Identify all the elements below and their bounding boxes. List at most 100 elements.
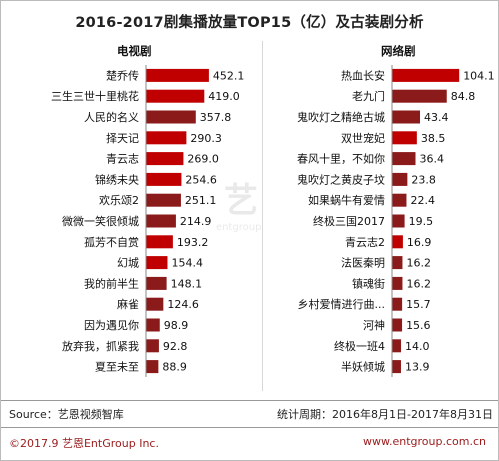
web-panel-title: 网络剧 bbox=[381, 44, 416, 58]
value-label: 36.4 bbox=[419, 153, 444, 166]
footer-source: Source：艺恩视频智库 bbox=[9, 408, 124, 421]
bar bbox=[392, 360, 401, 374]
category-label: 夏至未至 bbox=[95, 361, 139, 374]
category-label: 青云志2 bbox=[345, 236, 385, 249]
bar bbox=[392, 131, 417, 145]
bar bbox=[392, 110, 421, 124]
value-label: 452.1 bbox=[213, 69, 245, 82]
value-label: 269.0 bbox=[187, 153, 219, 166]
watermark-logo: 艺 entgroup bbox=[206, 176, 296, 240]
category-label: 鬼吹灯之精绝古城 bbox=[297, 110, 385, 124]
bar bbox=[392, 235, 403, 249]
bar bbox=[392, 89, 447, 103]
category-label: 青云志 bbox=[106, 153, 139, 166]
value-label: 104.1 bbox=[463, 69, 495, 82]
category-label: 因为遇见你 bbox=[84, 319, 139, 332]
value-label: 92.8 bbox=[163, 340, 188, 353]
category-label: 人民的名义 bbox=[84, 110, 139, 124]
category-label: 双世宠妃 bbox=[341, 131, 385, 145]
category-label: 锦绣未央 bbox=[95, 172, 139, 186]
bar bbox=[146, 89, 205, 103]
category-label: 欢乐颂2 bbox=[99, 193, 139, 207]
value-label: 22.4 bbox=[410, 194, 435, 207]
category-label: 鬼吹灯之黄皮子坟 bbox=[297, 172, 385, 186]
chart-title: 2016-2017剧集播放量TOP15（亿）及古装剧分析 bbox=[75, 15, 424, 31]
value-label: 38.5 bbox=[421, 132, 446, 145]
value-label: 16.2 bbox=[406, 257, 431, 270]
bar bbox=[146, 297, 164, 311]
value-label: 290.3 bbox=[190, 132, 222, 145]
footer-copyright: ©2017.9 艺恩EntGroup Inc. bbox=[9, 437, 159, 450]
bar bbox=[392, 172, 408, 186]
bar bbox=[146, 276, 167, 290]
category-label: 放弃我，抓紧我 bbox=[62, 339, 139, 353]
bar bbox=[146, 235, 173, 249]
value-label: 148.1 bbox=[171, 277, 203, 290]
category-label: 河神 bbox=[363, 318, 385, 332]
value-label: 14.0 bbox=[405, 340, 430, 353]
value-label: 154.4 bbox=[171, 257, 203, 270]
bar bbox=[146, 172, 182, 186]
category-label: 终极一班4 bbox=[334, 339, 385, 353]
footer-website[interactable]: www.entgroup.com.cn bbox=[363, 435, 486, 448]
category-label: 终极三国2017 bbox=[313, 214, 385, 228]
value-label: 419.0 bbox=[208, 90, 240, 103]
value-label: 251.1 bbox=[185, 194, 217, 207]
category-label: 老九门 bbox=[352, 89, 385, 103]
category-label: 三生三世十里桃花 bbox=[51, 89, 139, 103]
bar bbox=[146, 131, 187, 145]
bar bbox=[392, 256, 403, 270]
category-label: 微微一笑很倾城 bbox=[62, 214, 139, 228]
footer-period: 统计周期：2016年8月1日-2017年8月31日 bbox=[277, 408, 493, 421]
tv-bar-chart: 楚乔传 452.1 三生三世十里桃花 419.0 人民的名义 357.8 择天记 290.3 青… bbox=[51, 65, 245, 377]
value-label: 214.9 bbox=[180, 215, 212, 228]
bar bbox=[146, 318, 160, 332]
watermark-glyph: 艺 bbox=[224, 181, 258, 221]
bar bbox=[146, 110, 196, 124]
bar bbox=[392, 297, 403, 311]
bar bbox=[392, 68, 460, 82]
value-label: 19.5 bbox=[409, 215, 434, 228]
category-label: 择天记 bbox=[106, 131, 139, 145]
bar bbox=[392, 318, 403, 332]
bar bbox=[392, 339, 402, 353]
category-label: 镇魂街 bbox=[352, 276, 385, 290]
value-label: 254.6 bbox=[185, 173, 217, 186]
category-label: 热血长安 bbox=[341, 68, 385, 82]
category-label: 我的前半生 bbox=[84, 276, 139, 290]
value-label: 23.8 bbox=[411, 173, 436, 186]
bar bbox=[392, 152, 416, 166]
bar bbox=[146, 214, 176, 228]
watermark-text: entgroup bbox=[216, 222, 261, 233]
bar bbox=[392, 193, 407, 207]
category-label: 幻城 bbox=[117, 257, 139, 270]
value-label: 15.7 bbox=[406, 298, 431, 311]
value-label: 15.6 bbox=[406, 319, 431, 332]
footer-rule-top bbox=[1, 400, 498, 401]
value-label: 88.9 bbox=[162, 361, 187, 374]
bar bbox=[392, 214, 405, 228]
category-label: 孤芳不自赏 bbox=[84, 235, 139, 249]
value-label: 43.4 bbox=[424, 111, 449, 124]
panel-divider bbox=[262, 41, 263, 391]
category-label: 法医秦明 bbox=[341, 256, 385, 270]
bar bbox=[146, 152, 184, 166]
value-label: 124.6 bbox=[167, 298, 199, 311]
bar bbox=[146, 339, 159, 353]
category-label: 麻雀 bbox=[117, 297, 139, 311]
web-bar-chart: 热血长安 104.1 老九门 84.8 鬼吹灯之精绝古城 43.4 双世宠妃 38.5 春风十里… bbox=[297, 65, 495, 377]
footer-rule-bottom bbox=[1, 427, 498, 428]
category-label: 如果蜗牛有爱情 bbox=[308, 193, 385, 207]
bar bbox=[392, 276, 403, 290]
tv-panel-title: 电视剧 bbox=[117, 44, 152, 58]
value-label: 84.8 bbox=[451, 90, 476, 103]
value-label: 13.9 bbox=[405, 361, 430, 374]
category-label: 春风十里，不如你 bbox=[297, 152, 385, 166]
value-label: 193.2 bbox=[177, 236, 209, 249]
value-label: 16.9 bbox=[407, 236, 432, 249]
value-label: 357.8 bbox=[200, 111, 232, 124]
bar bbox=[146, 68, 209, 82]
bar bbox=[146, 193, 181, 207]
category-label: 半妖倾城 bbox=[341, 360, 385, 374]
